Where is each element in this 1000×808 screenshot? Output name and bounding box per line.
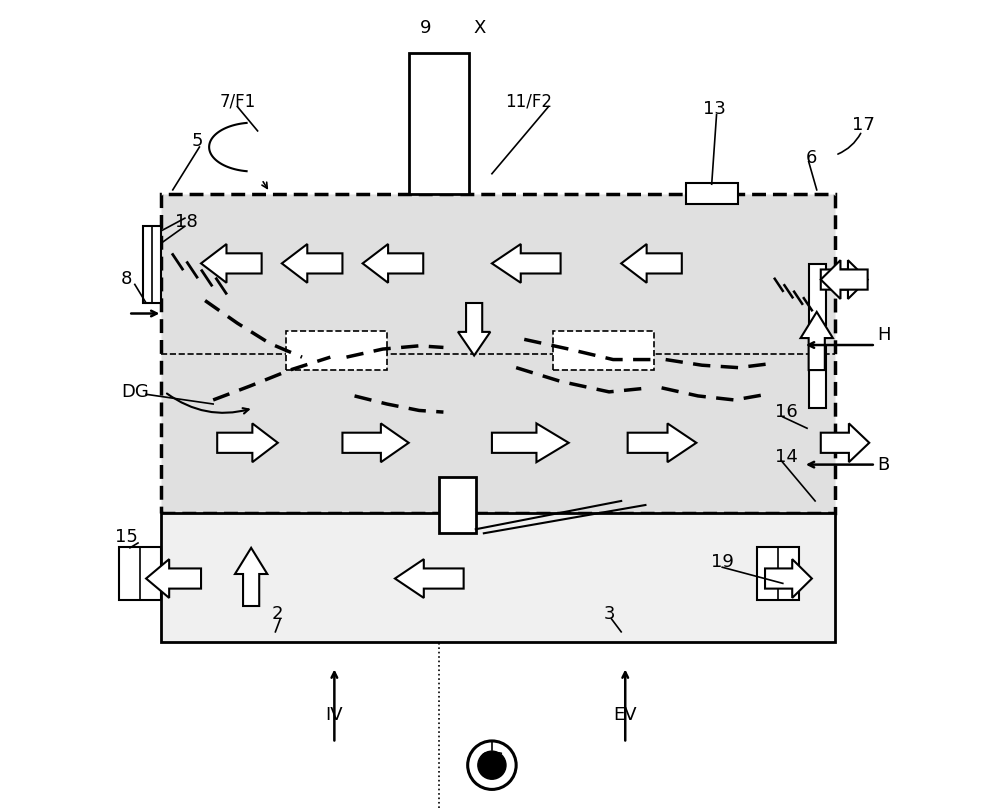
Text: 9: 9	[420, 19, 431, 37]
Text: DG: DG	[121, 383, 149, 401]
Polygon shape	[458, 303, 490, 356]
Polygon shape	[217, 423, 278, 462]
Text: 13: 13	[703, 100, 726, 118]
Text: 5: 5	[191, 133, 203, 150]
Text: 18: 18	[175, 213, 198, 231]
Text: 8: 8	[121, 270, 132, 288]
Text: 17: 17	[852, 116, 875, 134]
Polygon shape	[395, 559, 464, 598]
Polygon shape	[821, 423, 869, 462]
Bar	[553, 331, 654, 370]
Text: H: H	[877, 326, 891, 344]
Bar	[757, 547, 799, 600]
Polygon shape	[342, 423, 409, 462]
Text: 3: 3	[603, 605, 615, 623]
Polygon shape	[821, 260, 868, 299]
Bar	[161, 194, 835, 513]
Text: B: B	[878, 456, 890, 473]
Text: IV: IV	[326, 706, 343, 724]
Bar	[439, 477, 476, 533]
Text: 14: 14	[775, 448, 798, 465]
Polygon shape	[201, 244, 262, 283]
Circle shape	[468, 741, 516, 789]
Bar	[686, 183, 738, 204]
Text: 11/F2: 11/F2	[505, 92, 552, 110]
Bar	[809, 264, 826, 325]
Text: 19: 19	[711, 553, 734, 570]
Polygon shape	[821, 260, 868, 299]
Text: 6: 6	[805, 149, 817, 166]
Polygon shape	[235, 548, 267, 606]
Bar	[119, 547, 161, 600]
Polygon shape	[621, 244, 682, 283]
Text: EV: EV	[613, 706, 637, 724]
Bar	[161, 513, 835, 642]
Text: 15: 15	[115, 528, 138, 546]
Text: 7/F1: 7/F1	[219, 92, 256, 110]
Polygon shape	[492, 244, 561, 283]
Text: CS: CS	[480, 751, 504, 768]
Bar	[286, 331, 387, 370]
Polygon shape	[363, 244, 423, 283]
Polygon shape	[146, 559, 201, 598]
Text: X: X	[474, 19, 486, 37]
Text: 16: 16	[775, 403, 798, 421]
Polygon shape	[282, 244, 342, 283]
Polygon shape	[492, 423, 569, 462]
Circle shape	[478, 751, 506, 779]
Polygon shape	[765, 559, 812, 598]
Bar	[809, 347, 826, 408]
Polygon shape	[801, 312, 833, 370]
Bar	[143, 226, 161, 303]
Polygon shape	[628, 423, 696, 462]
Bar	[409, 53, 469, 194]
Text: 2: 2	[272, 605, 284, 623]
